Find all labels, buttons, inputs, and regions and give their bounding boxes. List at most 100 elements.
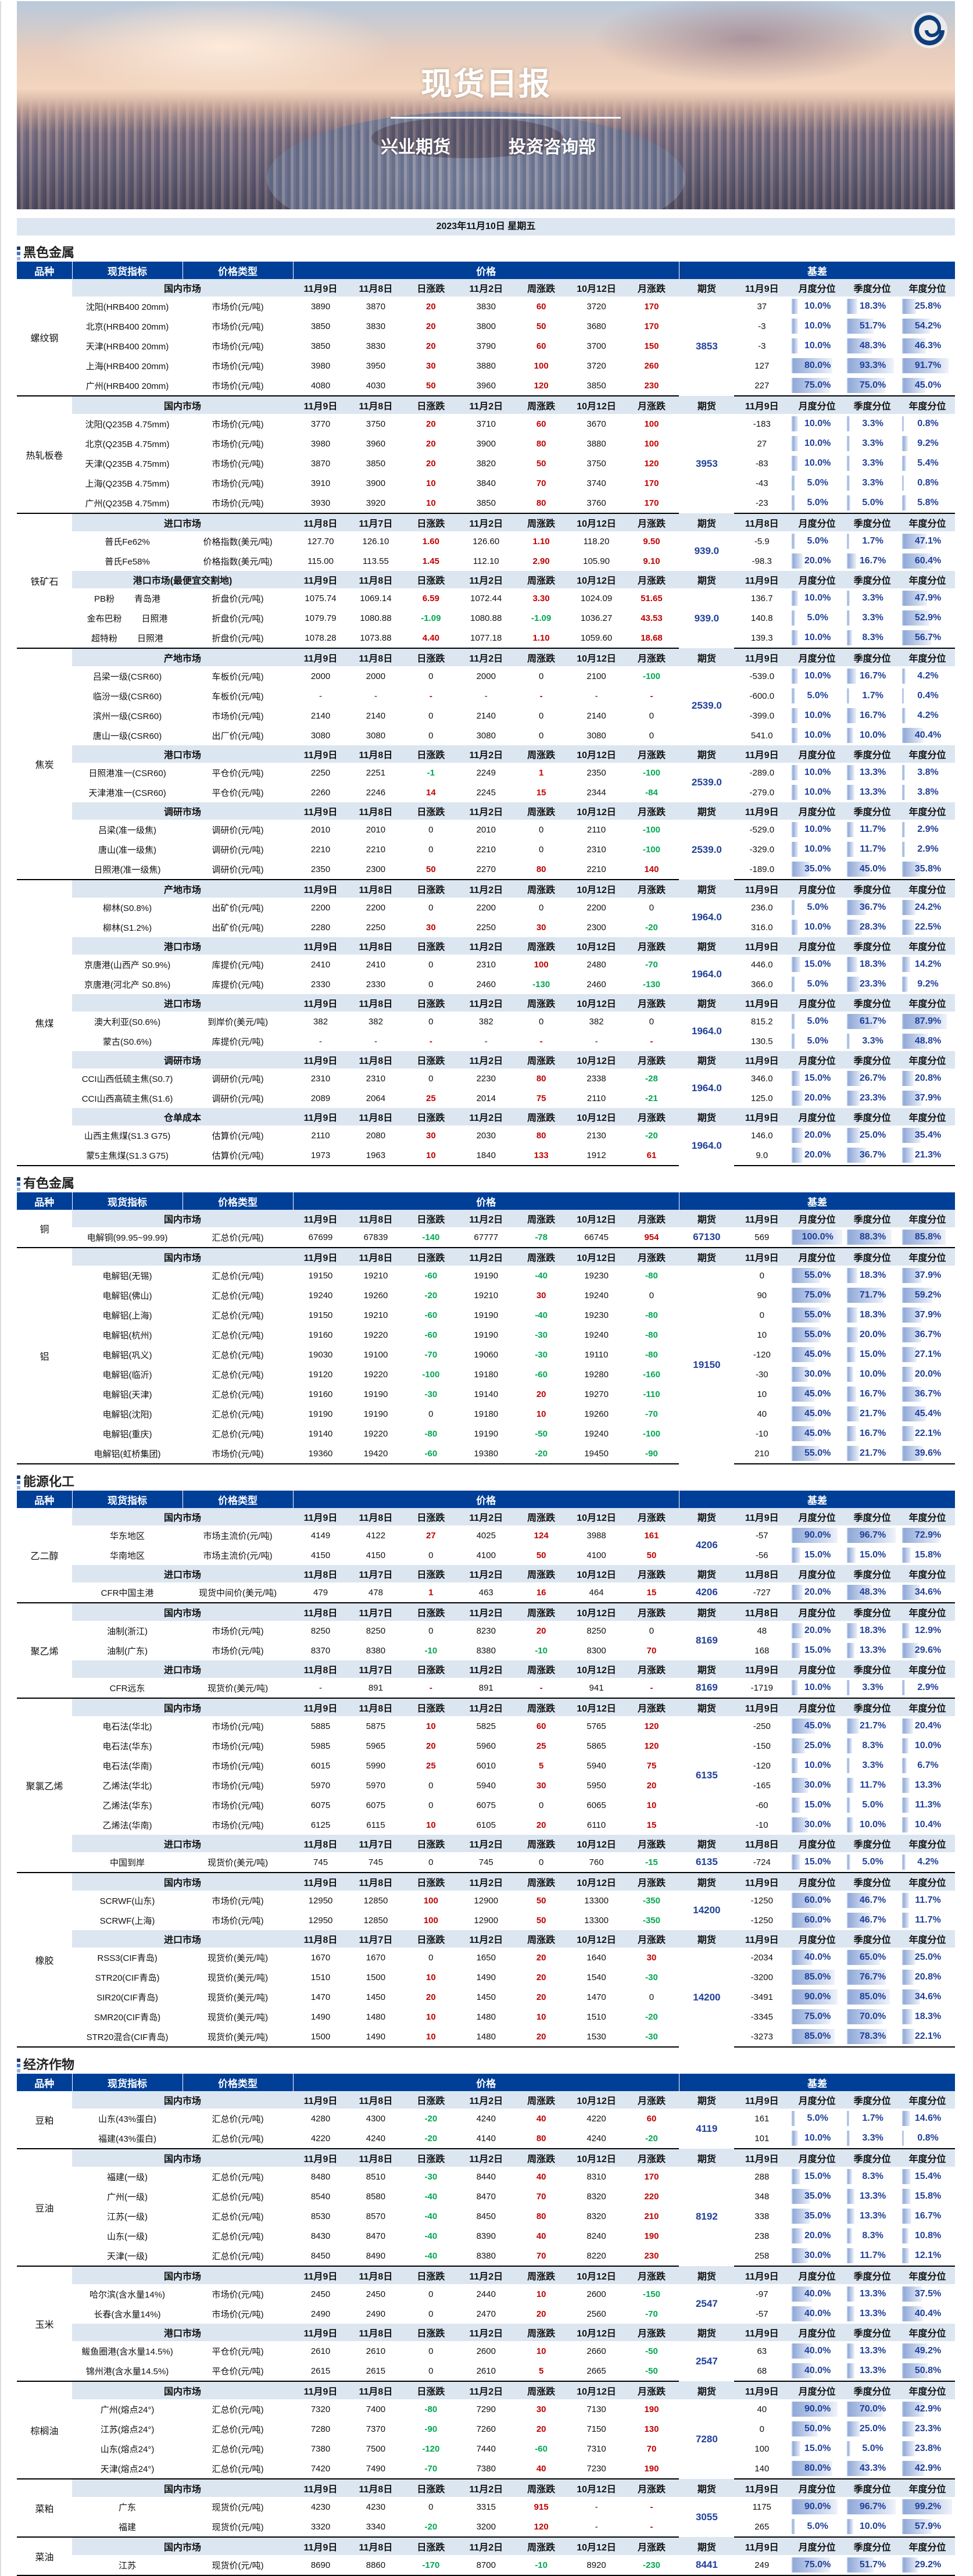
day-change-col: 日涨跌 [403,1835,459,1852]
percentile-bar: 10.0% [792,765,842,780]
quarterly-percentile-col: 季度分位 [845,279,900,296]
month-change: 20 [624,1775,679,1795]
basis-value: 0 [734,2419,789,2439]
percentile-bar: 11.7% [847,1778,897,1793]
month-change: 18.68 [624,628,679,648]
week-change: 0 [514,898,569,917]
percentile-value: 2.9% [903,842,953,857]
percentile-value: 20.0% [793,1128,842,1143]
quarterly-percentile-col: 季度分位 [845,1508,900,1525]
percentile-bar: 15.0% [792,1798,842,1813]
percentile-value: 2.9% [903,822,953,837]
basis-date-col: 11月9日 [734,2537,789,2555]
quarterly-percentile: 16.7% [845,666,900,686]
percentile-value: 76.7% [848,1970,897,1985]
price-previous: 2140 [348,706,403,726]
week-change: 0 [514,1795,569,1815]
percentile-value: 50.8% [903,2363,953,2378]
price-previous: 19260 [348,1285,403,1305]
price-month-ago: 760 [569,1852,624,1873]
spot-indicator: 金布巴粉日照港 [72,608,183,628]
price-latest: 2280 [293,917,348,937]
date-col: 10月12日 [569,937,624,955]
futures-col: 期货 [679,1565,734,1582]
day-change: -40 [403,2246,459,2266]
header-price: 价格 [293,1491,679,1508]
percentile-value: 14.6% [903,2111,953,2126]
monthly-percentile-col: 月度分位 [789,745,845,763]
futures-price: 1964.0 [679,1126,734,1166]
percentile-value: 50.0% [793,2421,842,2436]
monthly-percentile: 10.0% [789,434,845,453]
price-previous: 1480 [348,2007,403,2027]
percentile-bar: 10.0% [792,319,842,334]
basis-date-col: 11月9日 [734,2091,789,2109]
price-week-ago: 8390 [459,2226,514,2246]
week-change: 60 [514,1716,569,1736]
day-change: 0 [403,666,459,686]
month-change: -20 [624,917,679,937]
futures-price: 4119 [679,2109,734,2149]
percentile-value: 34.6% [903,1989,953,2005]
month-change: 10 [624,1795,679,1815]
price-month-ago: - [569,686,624,706]
percentile-value: 15.0% [793,957,842,972]
percentile-value: 55.0% [793,1446,842,1461]
yearly-percentile-col: 年度分位 [900,1835,955,1852]
banner-divider [391,117,621,119]
percentile-value: 10.0% [793,785,842,800]
date-col: 11月8日 [348,1051,403,1069]
percentile-bar: 25.0% [847,2421,897,2436]
percentile-bar: 20.0% [847,1327,897,1342]
percentile-value: 5.0% [793,900,842,915]
monthly-percentile: 75.0% [789,2555,845,2575]
day-change: -80 [403,2399,459,2419]
percentile-value: 8.3% [848,1738,897,1753]
date-col: 11月9日 [293,1108,348,1126]
week-change: 70 [514,473,569,493]
date-col: 11月8日 [348,994,403,1012]
percentile-value: 75.0% [793,1288,842,1303]
percentile-bar: 30.0% [792,1817,842,1832]
month-change: -20 [624,2128,679,2149]
basis-value: 366.0 [734,974,789,994]
price-type: 车板价(元/吨) [183,686,293,706]
basis-value: 146.0 [734,1126,789,1145]
date-col: 11月9日 [293,937,348,955]
quarterly-percentile: 5.0% [845,1795,900,1815]
price-month-ago: 2100 [569,666,624,686]
week-change-col: 周涨跌 [514,2324,569,2341]
price-month-ago: 19230 [569,1266,624,1285]
basis-value: -83 [734,453,789,473]
month-change: -150 [624,2284,679,2304]
month-change: - [624,1678,679,1698]
spot-indicator: 油制(浙江) [72,1621,183,1641]
basis-date-col: 11月9日 [734,2381,789,2399]
spot-indicator: 电解铝(沈阳) [72,1404,183,1424]
market-label: 国内市场 [72,1508,293,1525]
spot-name: 乙烯法(华北) [103,1781,152,1791]
spot-indicator: 京唐港(河北产 S0.8%) [72,974,183,994]
percentile-bar: 90.0% [792,1989,842,2005]
date-col: 11月9日 [293,648,348,666]
price-week-ago: 19180 [459,1364,514,1384]
week-change: 30 [514,1775,569,1795]
day-change: 10 [403,1716,459,1736]
price-latest: 1079.79 [293,608,348,628]
price-previous: 3340 [348,2517,403,2537]
month-change: -130 [624,974,679,994]
week-change: 16 [514,1582,569,1603]
yearly-percentile: 42.9% [900,2399,955,2419]
percentile-value: 15.0% [848,1347,897,1362]
price-previous: 19100 [348,1345,403,1364]
price-week-ago: 2210 [459,839,514,859]
day-change: 10 [403,1815,459,1835]
percentile-value: 10.0% [793,416,842,431]
variety-name: 菜油 [17,2537,72,2575]
section-marker-icon [17,1475,20,1489]
